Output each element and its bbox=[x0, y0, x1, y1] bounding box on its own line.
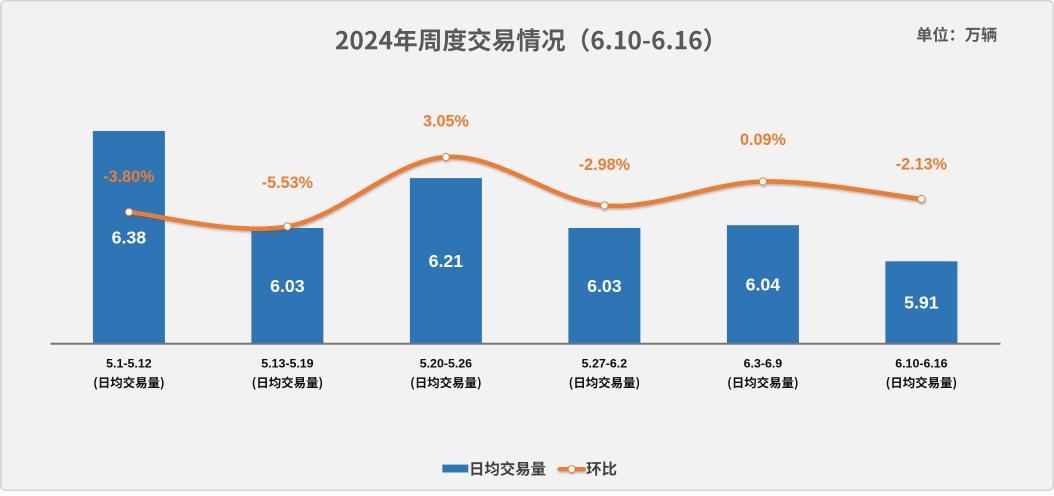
svg-text:6.38: 6.38 bbox=[112, 227, 147, 247]
svg-text:-2.98%: -2.98% bbox=[579, 156, 630, 174]
svg-text:-2.13%: -2.13% bbox=[896, 155, 947, 173]
svg-text:-3.80%: -3.80% bbox=[103, 168, 154, 186]
svg-text:3.05%: 3.05% bbox=[423, 112, 469, 130]
svg-text:5.1-5.12: 5.1-5.12 bbox=[106, 356, 152, 370]
svg-text:-5.53%: -5.53% bbox=[262, 174, 313, 192]
svg-text:5.91: 5.91 bbox=[904, 292, 939, 312]
svg-text:5.27-6.2: 5.27-6.2 bbox=[582, 356, 628, 370]
svg-text:0.09%: 0.09% bbox=[740, 131, 786, 149]
svg-text:6.10-6.16: 6.10-6.16 bbox=[895, 356, 947, 370]
svg-text:6.03: 6.03 bbox=[587, 276, 622, 296]
svg-text:6.04: 6.04 bbox=[746, 274, 781, 294]
svg-text:5.13-5.19: 5.13-5.19 bbox=[261, 356, 313, 370]
svg-text:6.21: 6.21 bbox=[429, 251, 464, 271]
svg-text:6.3-6.9: 6.3-6.9 bbox=[744, 356, 783, 370]
svg-text:6.03: 6.03 bbox=[270, 276, 305, 296]
svg-text:5.20-5.26: 5.20-5.26 bbox=[420, 356, 472, 370]
